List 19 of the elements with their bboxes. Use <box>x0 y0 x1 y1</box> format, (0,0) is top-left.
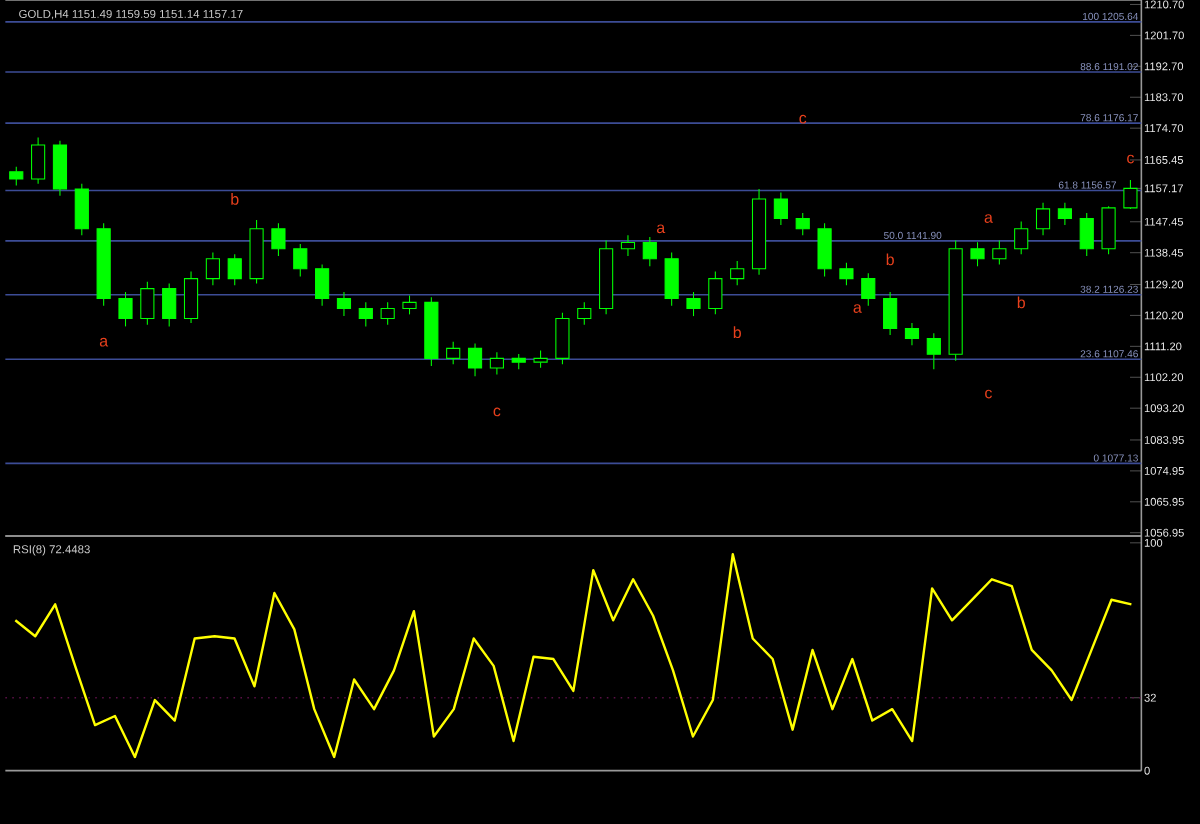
candlestick <box>467 343 483 377</box>
candlestick <box>1035 202 1051 236</box>
candlestick <box>904 322 920 346</box>
candlestick <box>52 140 68 197</box>
candlestick <box>293 243 308 278</box>
candlestick <box>883 291 898 336</box>
candlestick <box>336 291 352 317</box>
candlestick <box>31 136 46 185</box>
candlestick <box>599 239 614 315</box>
candlestick <box>489 351 504 376</box>
candlestick <box>817 222 832 278</box>
candlestick <box>1057 202 1072 226</box>
candlestick <box>315 264 330 307</box>
candlestick <box>620 234 636 257</box>
line-series <box>14 553 1133 759</box>
candlestick <box>751 188 767 276</box>
candlestick <box>183 270 199 324</box>
candlestick <box>205 251 220 286</box>
candlestick <box>773 191 788 226</box>
